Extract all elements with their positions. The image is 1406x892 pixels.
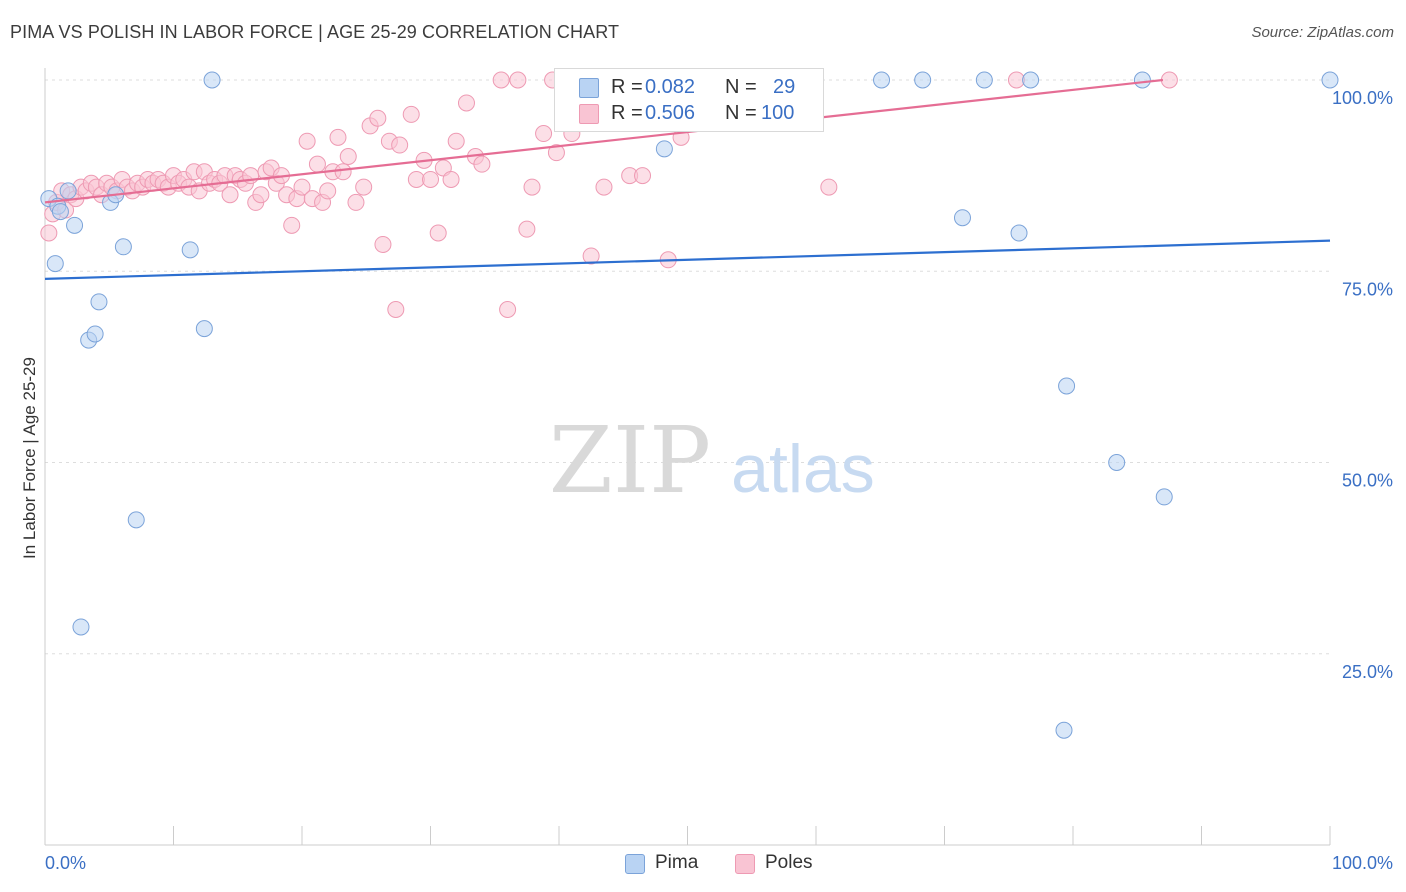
y-tick-label-75: 75.0% bbox=[1342, 279, 1393, 299]
poles-point-59 bbox=[339, 148, 357, 165]
bottom-poles-label: Poles bbox=[765, 852, 813, 873]
poles-point-74 bbox=[442, 170, 460, 188]
pima-point-29 bbox=[1321, 71, 1339, 89]
pima-point-17 bbox=[655, 140, 673, 158]
poles-point-55 bbox=[319, 182, 337, 200]
pima-point-9 bbox=[90, 293, 108, 311]
pima-point-23 bbox=[1022, 71, 1040, 89]
poles-swatch bbox=[579, 104, 599, 124]
poles-point-100 bbox=[1007, 71, 1025, 89]
bottom-pima-swatch bbox=[625, 854, 645, 874]
y-tick-label-100: 100.0% bbox=[1332, 88, 1393, 108]
poles-point-64 bbox=[374, 235, 392, 253]
poles-point-66 bbox=[387, 301, 405, 318]
poles-point-51 bbox=[298, 132, 316, 150]
poles-point-72 bbox=[429, 224, 447, 242]
x-tick-label-100: 100.0% bbox=[1332, 853, 1393, 873]
pima-point-1 bbox=[46, 255, 64, 273]
chart-title: PIMA VS POLISH IN LABOR FORCE | AGE 25-2… bbox=[10, 22, 620, 42]
poles-point-79 bbox=[492, 71, 510, 89]
pima-point-25 bbox=[1058, 377, 1076, 395]
pima-n-label: N = bbox=[725, 76, 757, 98]
x-tick-label-0: 0.0% bbox=[45, 853, 86, 873]
poles-point-81 bbox=[509, 71, 527, 89]
poles-point-57 bbox=[329, 128, 347, 146]
poles-point-94 bbox=[634, 167, 652, 185]
poles-point-76 bbox=[457, 94, 475, 112]
poles-point-82 bbox=[518, 220, 536, 238]
poles-point-80 bbox=[499, 301, 517, 318]
pima-point-20 bbox=[953, 209, 971, 227]
pima-point-27 bbox=[1133, 71, 1151, 89]
watermark-zip: ZIP bbox=[549, 407, 711, 514]
poles-point-99 bbox=[820, 178, 838, 196]
watermark: ZIP atlas bbox=[549, 407, 875, 514]
poles-r-value: 0.506 bbox=[645, 102, 696, 124]
bottom-poles-swatch bbox=[735, 854, 755, 874]
pima-trend-line bbox=[44, 239, 1331, 280]
poles-point-91 bbox=[595, 178, 613, 196]
poles-point-84 bbox=[535, 125, 553, 143]
pima-point-26 bbox=[1108, 454, 1126, 471]
poles-point-83 bbox=[523, 178, 541, 196]
pima-point-15 bbox=[195, 320, 213, 338]
poles-point-0 bbox=[40, 224, 58, 242]
gridlines bbox=[45, 79, 1330, 655]
y-axis-label: In Labor Force | Age 25-29 bbox=[20, 357, 39, 559]
pima-point-18 bbox=[873, 71, 891, 89]
poles-n-value: 100 bbox=[761, 102, 795, 124]
poles-point-61 bbox=[355, 178, 373, 196]
poles-point-89 bbox=[582, 247, 600, 265]
pima-point-12 bbox=[114, 238, 132, 256]
pima-r-label: R = bbox=[611, 76, 643, 98]
pima-point-28 bbox=[1155, 488, 1173, 506]
pima-point-5 bbox=[66, 216, 84, 234]
pima-point-19 bbox=[914, 71, 932, 89]
bottom-pima-label: Pima bbox=[655, 852, 699, 873]
pima-point-13 bbox=[127, 511, 145, 529]
trend-lines bbox=[44, 78, 1331, 280]
y-tick-label-50: 50.0% bbox=[1342, 471, 1393, 491]
pima-point-6 bbox=[72, 618, 90, 636]
pima-swatch bbox=[579, 78, 599, 98]
watermark-atlas: atlas bbox=[731, 431, 875, 507]
poles-point-48 bbox=[283, 216, 301, 234]
pima-point-4 bbox=[59, 182, 77, 200]
pima-r-value: 0.082 bbox=[645, 76, 696, 98]
pima-point-14 bbox=[181, 241, 199, 259]
poles-point-58 bbox=[334, 163, 352, 181]
poles-point-101 bbox=[1160, 71, 1178, 89]
pima-point-21 bbox=[975, 71, 993, 89]
poles-point-63 bbox=[369, 109, 387, 127]
poles-point-71 bbox=[422, 170, 439, 188]
pima-n-value: 29 bbox=[773, 76, 796, 98]
poles-point-68 bbox=[402, 105, 420, 123]
poles-point-42 bbox=[252, 186, 270, 204]
poles-point-69 bbox=[407, 170, 425, 188]
poles-point-50 bbox=[293, 178, 311, 196]
tick-labels: 25.0% 50.0% 75.0% 100.0% 0.0% 100.0% bbox=[45, 88, 1393, 873]
poles-point-78 bbox=[473, 155, 491, 173]
y-tick-label-25: 25.0% bbox=[1342, 662, 1393, 682]
poles-r-label: R = bbox=[611, 102, 643, 124]
pima-point-16 bbox=[203, 71, 221, 89]
legend-row-pima: R = 0.082 N = 29 bbox=[555, 74, 823, 100]
legend-row-poles: R = 0.506 N = 100 bbox=[555, 100, 823, 126]
poles-point-36 bbox=[221, 186, 239, 204]
poles-point-53 bbox=[308, 155, 326, 173]
poles-trend-line bbox=[44, 78, 1164, 204]
source-label: Source: ZipAtlas.com bbox=[1251, 24, 1394, 41]
poles-point-86 bbox=[547, 144, 565, 162]
legend-box: R = 0.082 N = 29 R = 0.506 N = 100 bbox=[554, 68, 824, 132]
poles-point-75 bbox=[447, 132, 465, 150]
poles-n-label: N = bbox=[725, 102, 757, 124]
pima-series bbox=[40, 71, 1339, 739]
poles-point-67 bbox=[391, 136, 409, 154]
pima-point-3 bbox=[51, 203, 69, 221]
poles-point-60 bbox=[347, 193, 365, 211]
pima-point-24 bbox=[1055, 721, 1073, 739]
pima-point-22 bbox=[1010, 224, 1028, 242]
pima-point-8 bbox=[86, 325, 104, 343]
